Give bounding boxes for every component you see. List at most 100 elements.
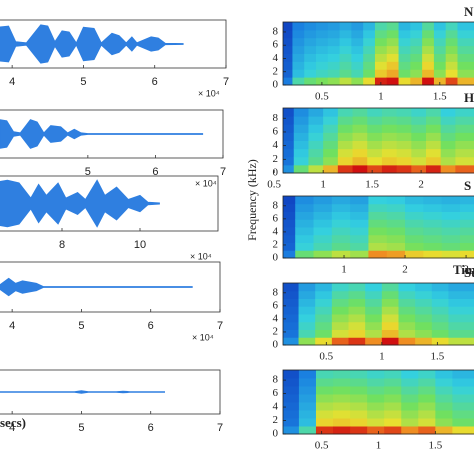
- spectrogram-cell: [315, 426, 334, 435]
- spectrogram-cell: [381, 124, 398, 133]
- spectrogram-cell: [452, 378, 474, 387]
- spectrogram-cell: [405, 250, 424, 259]
- y-tick-label: 0: [273, 339, 279, 351]
- y-tick-label: 4: [273, 312, 279, 324]
- spectrogram-cell: [333, 418, 351, 427]
- spectrogram-cell: [313, 203, 333, 212]
- spectrogram-cell: [323, 116, 339, 125]
- spectrogram-cell: [283, 378, 300, 387]
- spectrogram-cell: [381, 321, 399, 330]
- spectrogram-cell: [398, 53, 411, 62]
- y-tick-label: 8: [273, 374, 279, 386]
- spectrogram-cell: [384, 370, 402, 379]
- spectrogram-cell: [350, 410, 368, 419]
- spectrogram-cell: [440, 116, 456, 125]
- spectrogram-cell: [292, 45, 305, 54]
- spectrogram-cell: [435, 418, 453, 427]
- spectrogram-cell: [386, 227, 406, 236]
- spectrogram-cell: [384, 378, 402, 387]
- spectrogram-cell: [304, 69, 317, 78]
- spectrogram-cell: [365, 321, 383, 330]
- spectrogram-cell: [445, 69, 458, 78]
- spectrogram-cell: [350, 370, 368, 379]
- spectrogram-cell: [422, 45, 435, 54]
- spectrogram-cell: [316, 37, 329, 47]
- spectrogram-cell: [323, 148, 339, 158]
- y-tick-label: 4: [273, 52, 279, 64]
- spectrogram-cell: [440, 132, 456, 141]
- spectrogram-cell: [401, 410, 419, 419]
- y-axis-label: Frequency (kHz): [245, 159, 259, 241]
- plot-frame: [0, 175, 219, 232]
- spectrogram-cell: [448, 283, 474, 292]
- spectrogram-cell: [374, 37, 388, 47]
- spectrogram-cell: [396, 148, 412, 158]
- spectrogram-cell: [410, 22, 423, 31]
- spectrogram-cell: [426, 132, 442, 141]
- spectrogram-cell: [398, 298, 416, 307]
- spectrogram-cell: [433, 69, 447, 78]
- spectrogram-cell: [435, 370, 453, 379]
- spectrogram-cell: [368, 196, 388, 205]
- x-tick-label: 6: [152, 166, 158, 178]
- plot-frame: [282, 21, 474, 86]
- spectrogram-cell: [283, 140, 295, 150]
- x-tick-label: 5: [85, 166, 91, 178]
- spectrogram-cell: [339, 77, 352, 86]
- spectrogram-cell: [283, 61, 293, 70]
- spectrogram-cell: [368, 250, 388, 259]
- x-tick-label: 8: [59, 239, 65, 251]
- spectrogram-cell: [298, 298, 316, 307]
- spectrogram-cell: [350, 227, 369, 236]
- plot-frame: [0, 109, 224, 159]
- spectrogram-cell: [298, 306, 316, 315]
- y-tick-label: 2: [273, 325, 279, 337]
- spectrogram-cell: [327, 69, 341, 78]
- spectrogram-cell: [445, 37, 458, 47]
- spectrogram-cell: [304, 77, 317, 86]
- spectrogram-cell: [396, 108, 412, 117]
- plot-frame: [282, 282, 474, 346]
- spectrogram-cell: [381, 132, 398, 141]
- x-tick-label: 5: [78, 320, 84, 332]
- spectrogram-cell: [457, 69, 474, 78]
- spectrogram-cell: [426, 164, 442, 174]
- spectrogram-cell: [350, 418, 368, 427]
- spectrogram-cell: [283, 148, 295, 158]
- spectrogram-cell: [327, 22, 341, 31]
- x-tick-label: 4: [9, 320, 15, 332]
- spectrogram-cell: [367, 132, 383, 141]
- spectrogram-cell: [283, 298, 300, 307]
- spectrogram-cell: [422, 29, 435, 39]
- spectrogram-cell: [423, 219, 443, 228]
- x-tick-label: 0.5: [319, 351, 333, 363]
- spectrogram-cell: [381, 306, 399, 315]
- y-tick-label: 8: [273, 25, 279, 37]
- spectrogram-cell: [433, 45, 447, 54]
- spectrogram-cell: [415, 298, 433, 307]
- spectrogram-cell: [339, 61, 352, 70]
- spectrogram-cell: [367, 410, 385, 419]
- spectrogram-cell: [398, 306, 416, 315]
- spectrogram-cell: [381, 116, 398, 125]
- spectrogram-cell: [331, 337, 350, 346]
- spectrogram-cell: [308, 148, 324, 158]
- spectrogram-cell: [333, 410, 351, 419]
- spectrogram-cell: [298, 337, 316, 346]
- spectrogram-cell: [363, 29, 376, 39]
- spectrogram-cell: [368, 203, 388, 212]
- x-tick-label: 1.5: [428, 440, 442, 452]
- spectrogram-cell: [441, 242, 461, 251]
- spectrogram-cell: [283, 69, 293, 78]
- spectrogram-cell: [352, 108, 368, 117]
- spectrogram-cell: [381, 290, 399, 299]
- spectrogram-cell: [426, 108, 442, 117]
- spectrogram-cell: [283, 370, 300, 379]
- spectrogram-cell: [426, 148, 442, 158]
- spectrogram-cell: [331, 203, 351, 212]
- spectrogram-cell: [435, 426, 453, 435]
- spectrogram-cell: [401, 386, 419, 395]
- spectrogram-cell: [283, 242, 296, 251]
- spectrogram-cell: [457, 29, 474, 39]
